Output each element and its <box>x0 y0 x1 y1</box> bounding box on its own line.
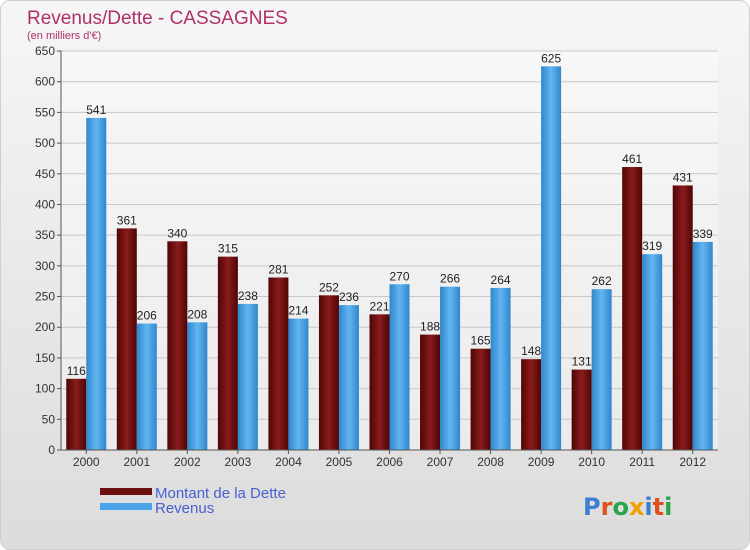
bar-debt <box>369 314 390 450</box>
bar-debt <box>672 185 693 450</box>
bar-revenus <box>237 303 258 450</box>
data-label-debt: 131 <box>572 355 592 369</box>
bar-revenus <box>541 66 562 450</box>
y-tick-label: 150 <box>35 351 55 365</box>
y-tick-label: 300 <box>35 259 55 273</box>
x-tick-label: 2007 <box>427 455 454 469</box>
data-label-revenus: 270 <box>389 269 409 283</box>
proxiti-logo: Proxiti <box>583 493 672 521</box>
bar-debt <box>217 256 238 450</box>
data-label-revenus: 266 <box>440 272 460 286</box>
data-label-debt: 431 <box>673 170 693 184</box>
data-label-revenus: 541 <box>86 103 106 117</box>
bar-debt <box>521 359 542 450</box>
data-label-revenus: 208 <box>187 307 207 321</box>
y-tick-label: 650 <box>35 44 55 58</box>
y-tick-label: 400 <box>35 197 55 211</box>
data-label-debt: 361 <box>117 213 137 227</box>
x-tick-label: 2000 <box>73 455 100 469</box>
data-label-revenus: 319 <box>642 239 662 253</box>
logo-letter: t <box>653 493 664 521</box>
logo-letter: x <box>629 493 645 521</box>
x-tick-label: 2011 <box>629 455 655 469</box>
bar-debt <box>268 277 289 450</box>
y-tick-label: 0 <box>48 443 55 457</box>
bar-debt <box>318 295 339 450</box>
bar-debt <box>470 348 491 450</box>
data-label-revenus: 214 <box>288 304 308 318</box>
data-label-revenus: 625 <box>541 51 561 65</box>
x-tick-label: 2008 <box>477 455 504 469</box>
data-label-revenus: 236 <box>339 290 359 304</box>
x-tick-label: 2006 <box>376 455 403 469</box>
legend: Montant de la Dette Revenus <box>100 485 286 517</box>
data-label-revenus: 206 <box>137 309 157 323</box>
x-tick-label: 2010 <box>578 455 605 469</box>
data-label-revenus: 264 <box>491 273 511 287</box>
data-label-debt: 461 <box>622 152 642 166</box>
x-tick-label: 2005 <box>326 455 353 469</box>
data-label-debt: 188 <box>420 320 440 334</box>
data-label-debt: 221 <box>369 299 389 313</box>
bar-debt <box>622 167 643 451</box>
y-tick-label: 500 <box>35 136 55 150</box>
bar-revenus <box>389 284 410 450</box>
logo-letter: i <box>664 493 672 521</box>
logo-letter: o <box>612 493 629 521</box>
data-label-revenus: 339 <box>693 227 713 241</box>
x-tick-label: 2001 <box>123 455 150 469</box>
bar-debt <box>66 378 87 450</box>
bar-revenus <box>136 323 157 450</box>
logo-letter: i <box>644 493 652 521</box>
data-label-debt: 315 <box>218 242 238 256</box>
x-tick-label: 2009 <box>528 455 555 469</box>
data-label-debt: 252 <box>319 280 339 294</box>
legend-label-debt: Montant de la Dette <box>155 485 286 502</box>
data-label-revenus: 262 <box>592 274 612 288</box>
data-label-debt: 165 <box>471 334 491 348</box>
data-label-debt: 116 <box>67 364 86 378</box>
bar-revenus <box>642 254 663 450</box>
x-tick-label: 2004 <box>275 455 302 469</box>
x-tick-label: 2012 <box>679 455 706 469</box>
bar-revenus <box>338 305 359 450</box>
y-tick-label: 550 <box>35 105 55 119</box>
legend-label-revenus: Revenus <box>155 500 214 517</box>
bar-revenus <box>86 117 107 450</box>
data-label-debt: 340 <box>167 226 187 240</box>
y-tick-label: 100 <box>35 382 55 396</box>
logo-letter: P <box>583 493 601 521</box>
bar-revenus <box>187 322 208 450</box>
legend-swatch-revenus <box>100 503 152 510</box>
x-tick-label: 2003 <box>225 455 252 469</box>
bar-debt <box>116 228 137 450</box>
chart-subtitle: (en milliers d'€) <box>27 30 101 42</box>
chart-title: Revenus/Dette - CASSAGNES <box>27 8 288 29</box>
y-tick-label: 600 <box>35 75 55 89</box>
bar-revenus <box>591 289 612 450</box>
y-axis: 0 50 100 150 200 250 300 350 400 450 500 550 600 650 <box>35 44 62 457</box>
bar-debt <box>420 334 441 450</box>
bar-revenus <box>288 318 309 450</box>
data-label-debt: 281 <box>268 263 288 277</box>
logo-letter: r <box>601 493 613 521</box>
x-axis: 2000 2001 2002 2003 2004 2005 2006 2007 2008 2009… <box>61 449 718 469</box>
bar-revenus <box>692 241 713 450</box>
legend-swatch-debt <box>100 488 152 495</box>
y-tick-label: 50 <box>42 412 56 426</box>
data-label-revenus: 238 <box>238 289 258 303</box>
bar-debt <box>167 241 188 450</box>
y-tick-label: 200 <box>35 320 55 334</box>
y-tick-label: 250 <box>35 290 55 304</box>
y-tick-label: 350 <box>35 228 55 242</box>
x-tick-label: 2002 <box>174 455 201 469</box>
data-label-debt: 148 <box>521 344 541 358</box>
bar-revenus <box>490 287 511 450</box>
y-tick-label: 450 <box>35 167 55 181</box>
bar-revenus <box>440 286 461 450</box>
bar-debt <box>571 369 592 450</box>
